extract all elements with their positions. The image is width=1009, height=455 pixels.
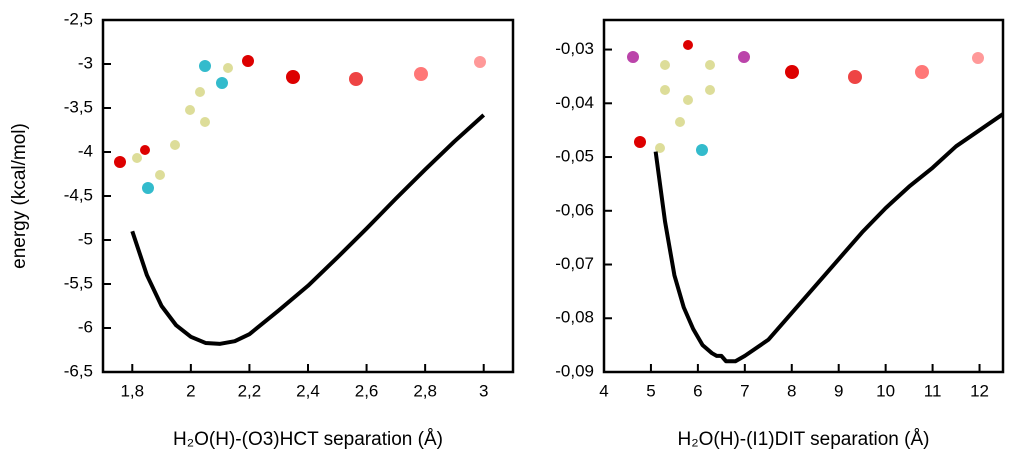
molecule-left [114,55,486,194]
x-tick-label: 11 [924,381,942,400]
y-tick-label: -0,08 [555,308,594,327]
y-tick-label: -5,5 [64,273,93,292]
y-tick-label: -0,03 [555,39,594,58]
x-tick-label: 5 [646,381,655,400]
x-tick-label: 3 [479,381,488,400]
y-tick-label: -4,5 [64,185,93,204]
x-tick-label: 7 [740,381,749,400]
plot-frame [602,18,1005,374]
x-tick-label: 2,6 [355,381,379,400]
y-tick-label: -0,06 [555,200,594,219]
x-axis-label: H₂O(H)-(O3)HCT separation (Å) [173,429,443,450]
y-tick-label: -3,5 [64,97,93,116]
x-tick-label: 4 [599,381,608,400]
y-axis-label: energy (kcal/mol) [9,123,30,269]
plot-frame [101,18,515,374]
x-tick-label: 2 [186,381,195,400]
x-axis-label: H₂O(H)-(I1)DIT separation (Å) [678,429,930,450]
x-tick-label: 6 [693,381,702,400]
x-tick-label: 2,8 [413,381,437,400]
y-tick-label: -6 [78,317,93,336]
x-tick-label: 2,2 [238,381,262,400]
y-tick-label: -6,5 [64,361,93,380]
y-tick-label: -0,09 [555,361,594,380]
x-tick-label: 8 [787,381,796,400]
y-tick-label: -5 [78,229,93,248]
x-tick-label: 9 [834,381,843,400]
x-tick-label: 10 [876,381,895,400]
y-tick-label: -2,5 [64,9,93,28]
x-tick-label: 1,8 [120,381,144,400]
data-line [130,113,486,346]
x-tick-label: 2,4 [296,381,320,400]
y-tick-label: -0,07 [555,254,594,273]
y-tick-label: -4 [78,141,93,160]
x-tick-label: 12 [970,381,989,400]
data-line [653,112,1005,364]
molecule-right [627,40,984,156]
y-tick-label: -0,04 [555,93,594,112]
y-tick-label: -3 [78,53,93,72]
y-tick-label: -0,05 [555,147,594,166]
